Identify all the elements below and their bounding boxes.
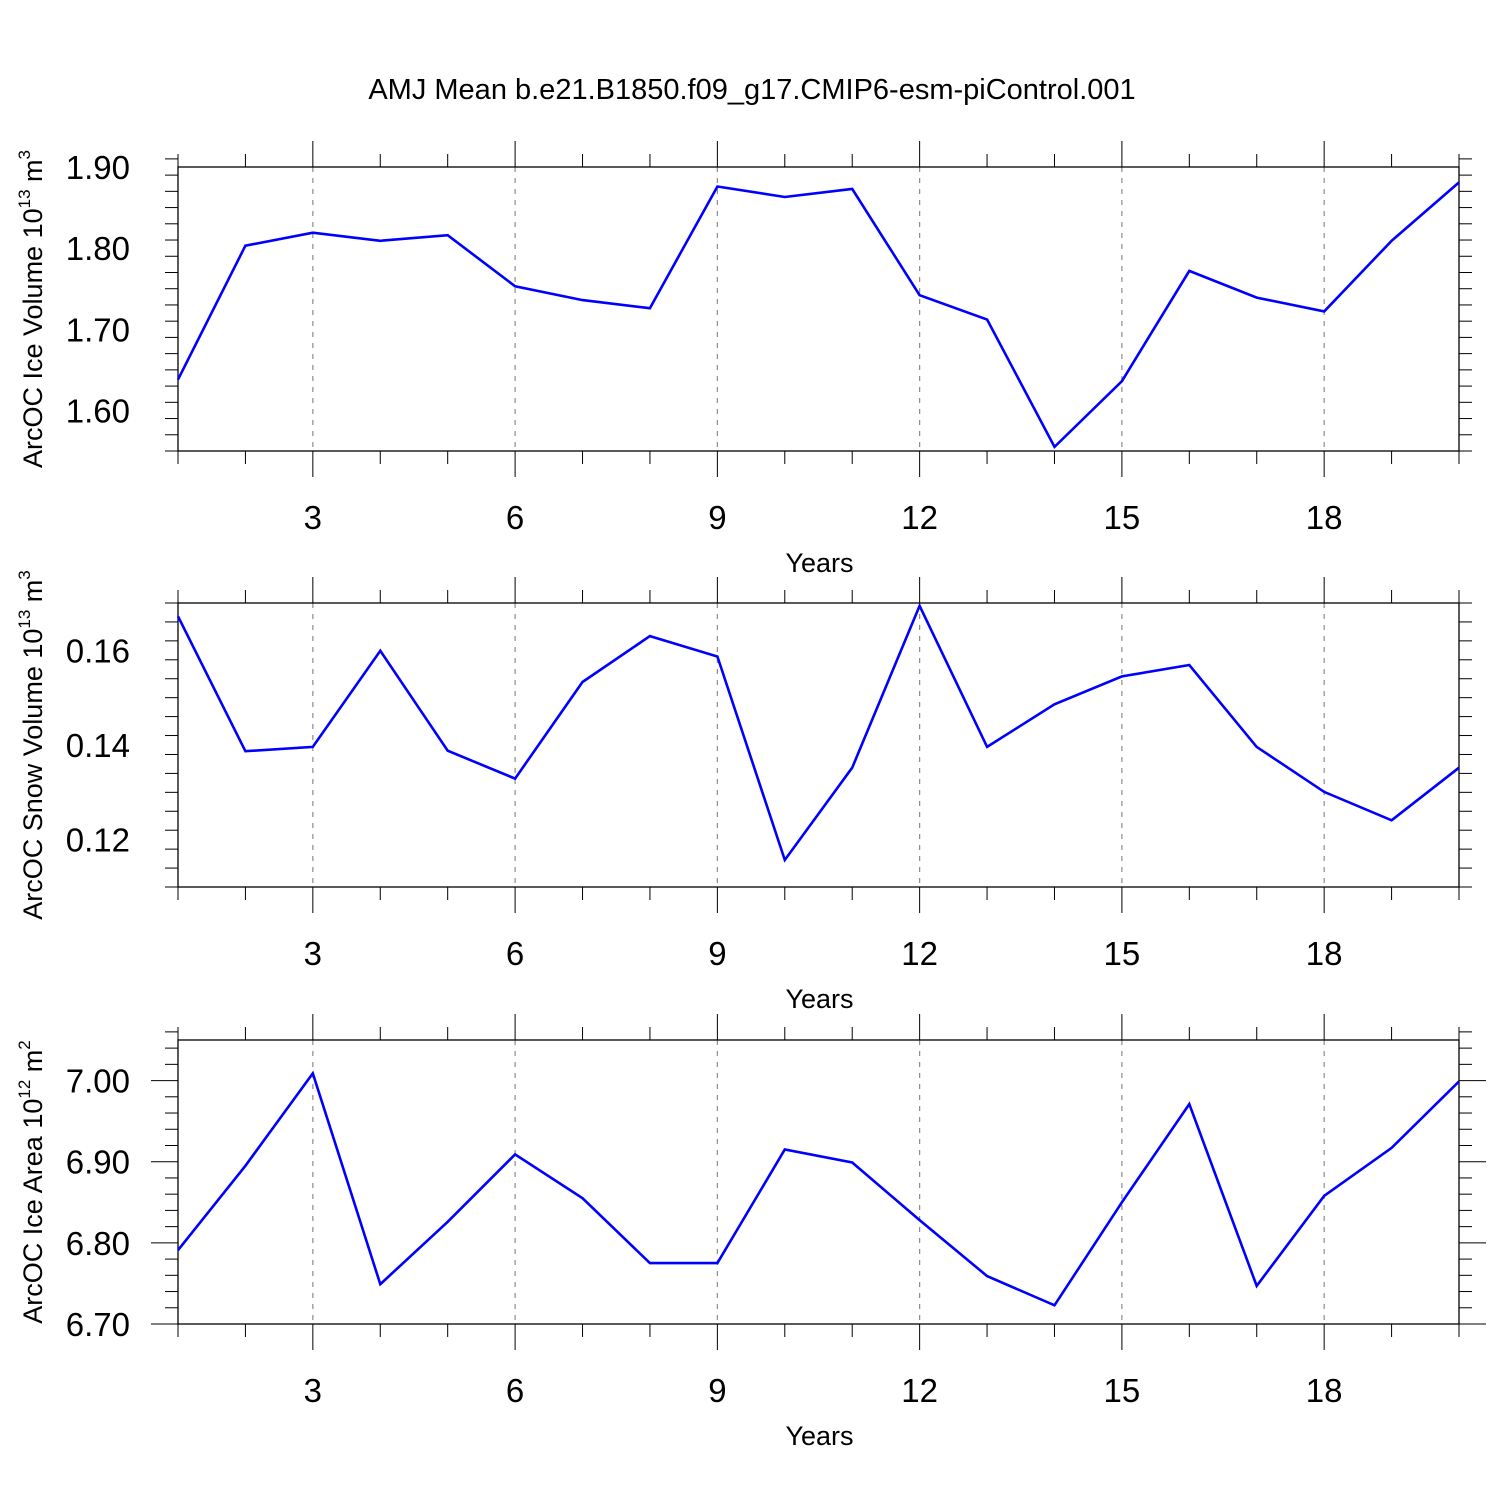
- x-tick-label: 6: [506, 935, 524, 972]
- x-tick-label: 15: [1104, 935, 1141, 972]
- x-tick-label: 3: [304, 935, 322, 972]
- series-line: [176, 181, 1460, 450]
- y-tick-label: 1.60: [66, 392, 130, 429]
- x-tick-label: 18: [1306, 499, 1343, 536]
- y-axis-label: ArcOC Ice Area 1012 m2: [15, 1040, 48, 1324]
- y-tick-label: 6.70: [66, 1306, 130, 1343]
- x-tick-label: 18: [1306, 1372, 1343, 1409]
- plot-frame: [177, 602, 1460, 888]
- x-tick-label: 3: [304, 499, 322, 536]
- x-tick-label: 12: [901, 1372, 938, 1409]
- x-tick-label: 9: [708, 499, 726, 536]
- panel-1: 3 6 9 12 15 18 1.60 1.70 1.80 1.90 Years ArcOC Ice …: [15, 141, 1472, 578]
- x-axis-label: Years: [785, 1421, 853, 1451]
- series-line: [176, 602, 1460, 863]
- x-axis-label: Years: [785, 548, 853, 578]
- x-tick-label: 15: [1104, 499, 1141, 536]
- panel-2: 3 6 9 12 15 18 0.12 0.14 0.16 Years ArcOC Snow Vol…: [15, 570, 1472, 1014]
- plot-frame: [177, 166, 1460, 452]
- x-tick-label: 6: [506, 499, 524, 536]
- y-tick-label: 0.12: [66, 822, 130, 859]
- x-axis-label: Years: [785, 984, 853, 1014]
- x-tick-label: 15: [1104, 1372, 1141, 1409]
- x-tick-label: 6: [506, 1372, 524, 1409]
- y-tick-label: 0.16: [66, 632, 130, 669]
- y-tick-label: 6.90: [66, 1144, 130, 1181]
- y-axis-label: ArcOC Ice Volume 1013 m3: [15, 150, 48, 468]
- x-tick-label: 9: [708, 1372, 726, 1409]
- panel-3: 3 6 9 12 15 18 6.70 6.80 6.90 7.00 Years ArcOC Ice …: [15, 1014, 1486, 1451]
- series-line: [176, 1070, 1460, 1307]
- y-tick-label: 6.80: [66, 1225, 130, 1262]
- x-tick-label: 12: [901, 935, 938, 972]
- x-tick-label: 9: [708, 935, 726, 972]
- plot-frame: [177, 1039, 1460, 1325]
- y-tick-label: 1.80: [66, 230, 130, 267]
- x-tick-label: 18: [1306, 935, 1343, 972]
- y-tick-label: 0.14: [66, 727, 130, 764]
- y-axis-label: ArcOC Snow Volume 1013 m3: [15, 570, 48, 920]
- y-tick-label: 1.90: [66, 149, 130, 186]
- x-tick-label: 3: [304, 1372, 322, 1409]
- chart-panels: 3 6 9 12 15 18 1.60 1.70 1.80 1.90 Years ArcOC Ice …: [15, 141, 1486, 1451]
- x-tick-label: 12: [901, 499, 938, 536]
- y-tick-label: 1.70: [66, 311, 130, 348]
- y-tick-label: 7.00: [66, 1063, 130, 1100]
- figure-title: AMJ Mean b.e21.B1850.f09_g17.CMIP6-esm-p…: [368, 74, 1135, 106]
